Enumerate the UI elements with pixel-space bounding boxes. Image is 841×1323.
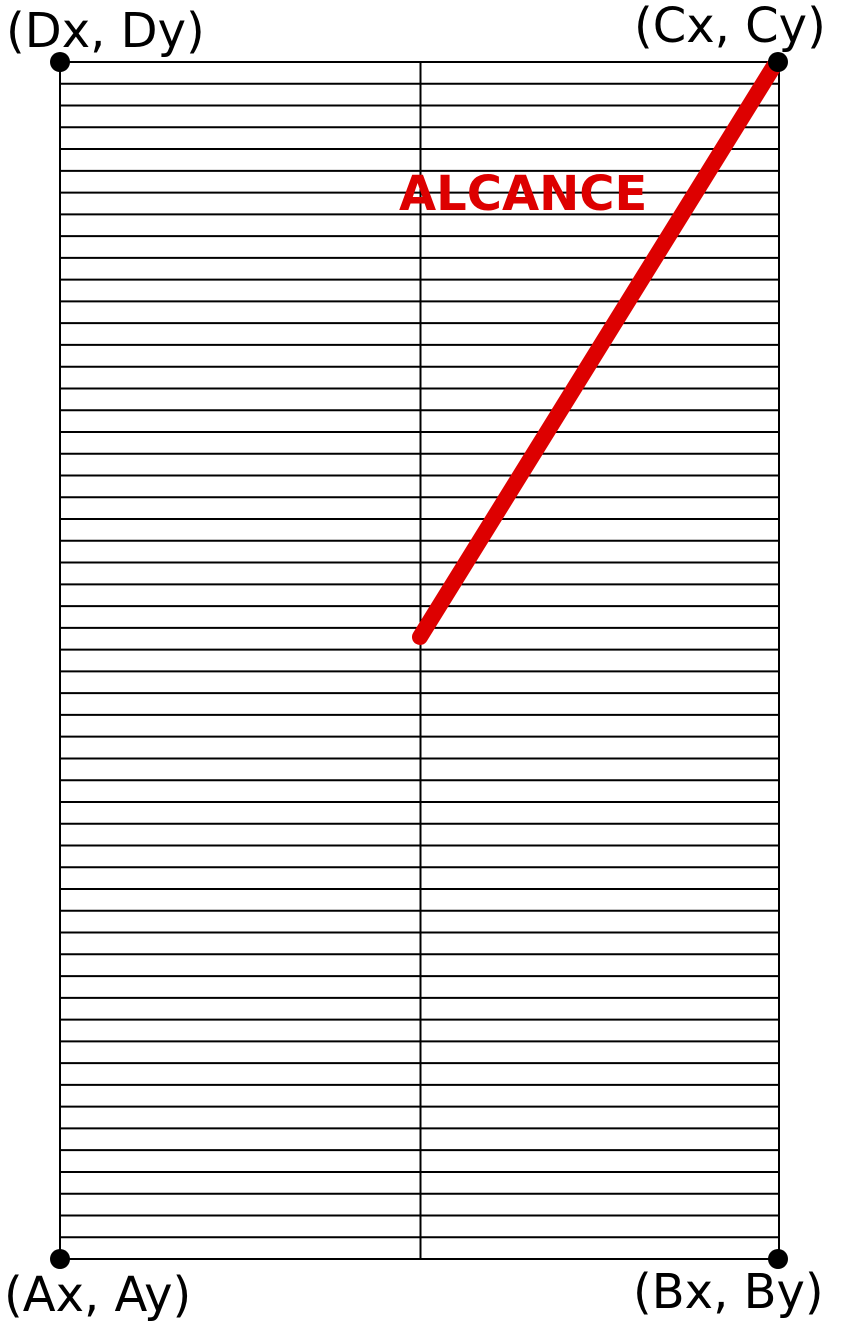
- corner-label-b: (Bx, By): [633, 1264, 824, 1320]
- corner-label-a: (Ax, Ay): [4, 1267, 191, 1323]
- corner-label-d: (Dx, Dy): [6, 3, 205, 59]
- reach-line: [412, 58, 782, 645]
- corner-point-d: [50, 52, 70, 72]
- reach-label: ALCANCE: [399, 166, 647, 222]
- corner-point-b: [768, 1249, 788, 1269]
- corner-points: [50, 52, 788, 1269]
- corner-point-c: [768, 52, 788, 72]
- striped-grid: [59, 61, 780, 1260]
- corner-point-a: [50, 1249, 70, 1269]
- corner-label-c: (Cx, Cy): [634, 0, 826, 54]
